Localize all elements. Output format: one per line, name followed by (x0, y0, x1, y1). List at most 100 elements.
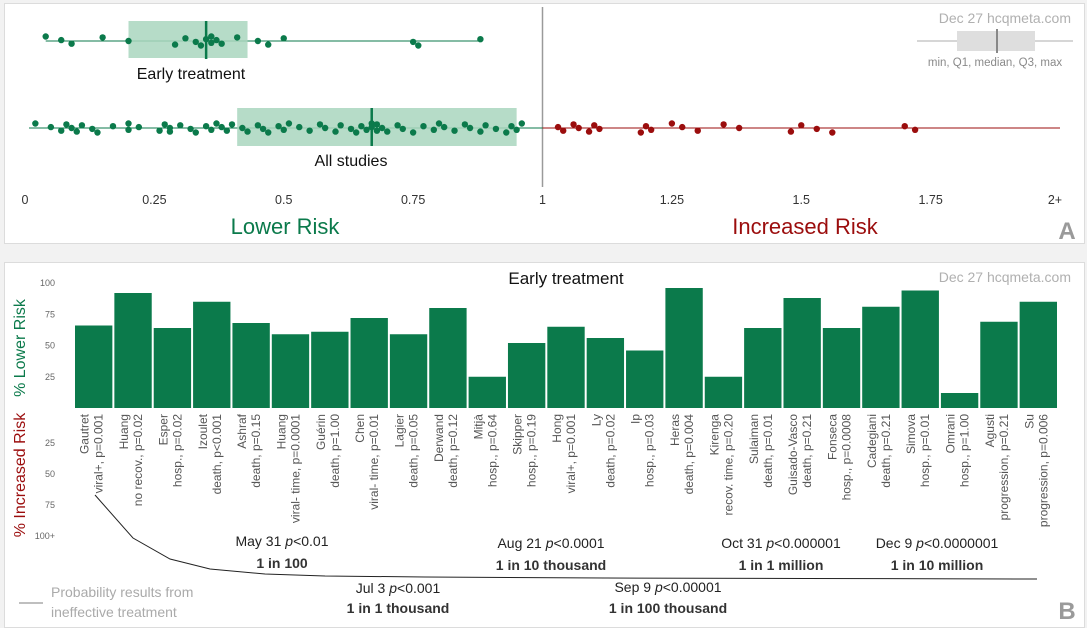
early-point (409, 38, 417, 46)
bar-outcome-label: death, p=0.12 (446, 414, 460, 488)
bar-study-label: Esper (156, 414, 170, 445)
x-tick-label: 0.75 (401, 193, 425, 207)
all-point (373, 127, 381, 134)
bar-outcome-label: viral- time, p=0.0001 (288, 414, 302, 523)
bar-study-label: Ip (629, 414, 643, 424)
all-point (596, 125, 603, 133)
all-point (554, 123, 562, 131)
all-point (575, 124, 582, 132)
all-point (218, 123, 225, 131)
all-point (466, 124, 474, 132)
y-tick-label: 50 (45, 469, 55, 479)
early-point (208, 39, 215, 46)
all-point (679, 123, 686, 131)
all-point (409, 129, 417, 136)
bar (626, 350, 664, 408)
bar (311, 331, 349, 408)
bar (744, 328, 782, 408)
y-label-lower-risk: % Lower Risk (12, 298, 29, 397)
all-point (378, 124, 386, 132)
bar-outcome-label: progression, p=0.21 (997, 414, 1011, 521)
x-tick-label: 2+ (1048, 193, 1062, 207)
all-point (720, 121, 727, 128)
annotation-odds: 1 in 1 thousand (347, 600, 450, 616)
bar-study-label: Mitjà (471, 414, 485, 440)
all-point (420, 123, 427, 130)
early-point (233, 34, 241, 41)
all-point (254, 122, 262, 129)
all-point (259, 125, 267, 133)
bar (507, 343, 546, 408)
early-label: Early treatment (137, 66, 246, 83)
panel-letter-a: A (1058, 218, 1075, 245)
all-point (482, 122, 489, 129)
chart-title: Early treatment (508, 269, 624, 288)
annotation-date: Aug 21 p<0.0001 (497, 535, 604, 551)
annotation-odds: 1 in 10 million (891, 557, 984, 573)
panel-a-effect-distribution: Dec 27 hcqmeta.com min, Q1, median, Q3, m… (4, 3, 1085, 245)
early-point (415, 42, 422, 49)
x-tick-label: 0.25 (142, 193, 166, 207)
bar (901, 290, 939, 408)
y-tick-label: 25 (45, 438, 55, 448)
all-point (647, 126, 655, 133)
all-point (208, 126, 215, 133)
y-tick-label: 25 (45, 372, 55, 382)
all-point (63, 121, 70, 128)
early-point (202, 36, 210, 43)
annotation-date: May 31 p<0.01 (235, 533, 328, 549)
bar-study-label: Sulaiman (747, 414, 761, 464)
bar (783, 298, 821, 408)
bar-study-label: Agusti (983, 414, 997, 447)
all-point (321, 124, 329, 132)
panel-letter-b: B (1058, 598, 1075, 625)
annotation-date: Jul 3 p<0.001 (356, 580, 441, 596)
all-point (508, 123, 515, 130)
bar-outcome-label: hosp., p=0.02 (170, 414, 184, 487)
early-point (197, 42, 205, 49)
annotation-date: Sep 9 p<0.00001 (614, 579, 721, 595)
all-point (560, 127, 567, 134)
x-tick-label: 1.25 (660, 193, 684, 207)
bar-study-label: Heras (668, 414, 682, 446)
all-point (358, 123, 365, 130)
early-point (182, 35, 189, 42)
bar-outcome-label: viral+, p=0.001 (564, 414, 578, 494)
all-point (368, 123, 375, 131)
all-point (461, 121, 469, 128)
bar (193, 301, 231, 408)
bar-outcome-label: death, p=0.21 (800, 414, 814, 488)
bar-study-label: Chen (353, 414, 367, 443)
all-point (477, 128, 484, 135)
bar (940, 393, 979, 408)
bar-outcome-label: death, p=0.01 (761, 414, 775, 488)
legend-line-label: Probability results from (51, 584, 193, 600)
bar-outcome-label: death, p=0.05 (407, 414, 421, 488)
bar (75, 325, 113, 408)
bar (114, 293, 152, 408)
all-point (337, 122, 344, 129)
probability-curve (94, 494, 1038, 580)
bar-study-label: Kirenga (707, 414, 721, 456)
bar-outcome-label: recov. time, p=0.20 (721, 414, 735, 516)
x-tick-label: 1 (539, 193, 546, 207)
all-label: All studies (315, 153, 388, 170)
all-point (399, 125, 406, 133)
bar (980, 321, 1018, 408)
early-point (208, 33, 215, 40)
all-point (735, 124, 743, 132)
bar-outcome-label: death, p<0.001 (210, 414, 224, 495)
bar (389, 334, 428, 408)
bar-study-label: Hong (550, 414, 564, 443)
bar-study-label: Guisado-Vasco (786, 414, 800, 495)
all-point (570, 121, 577, 128)
all-point (435, 120, 443, 127)
bar-study-label: Izoulet (196, 413, 210, 449)
y-label-increased-risk: % Increased Risk (12, 412, 29, 537)
bar-study-label: Cadegiani (865, 414, 879, 468)
all-point (363, 126, 370, 133)
early-point (254, 37, 262, 45)
all-point (156, 127, 163, 134)
bar (1019, 301, 1057, 408)
all-point (394, 122, 401, 129)
